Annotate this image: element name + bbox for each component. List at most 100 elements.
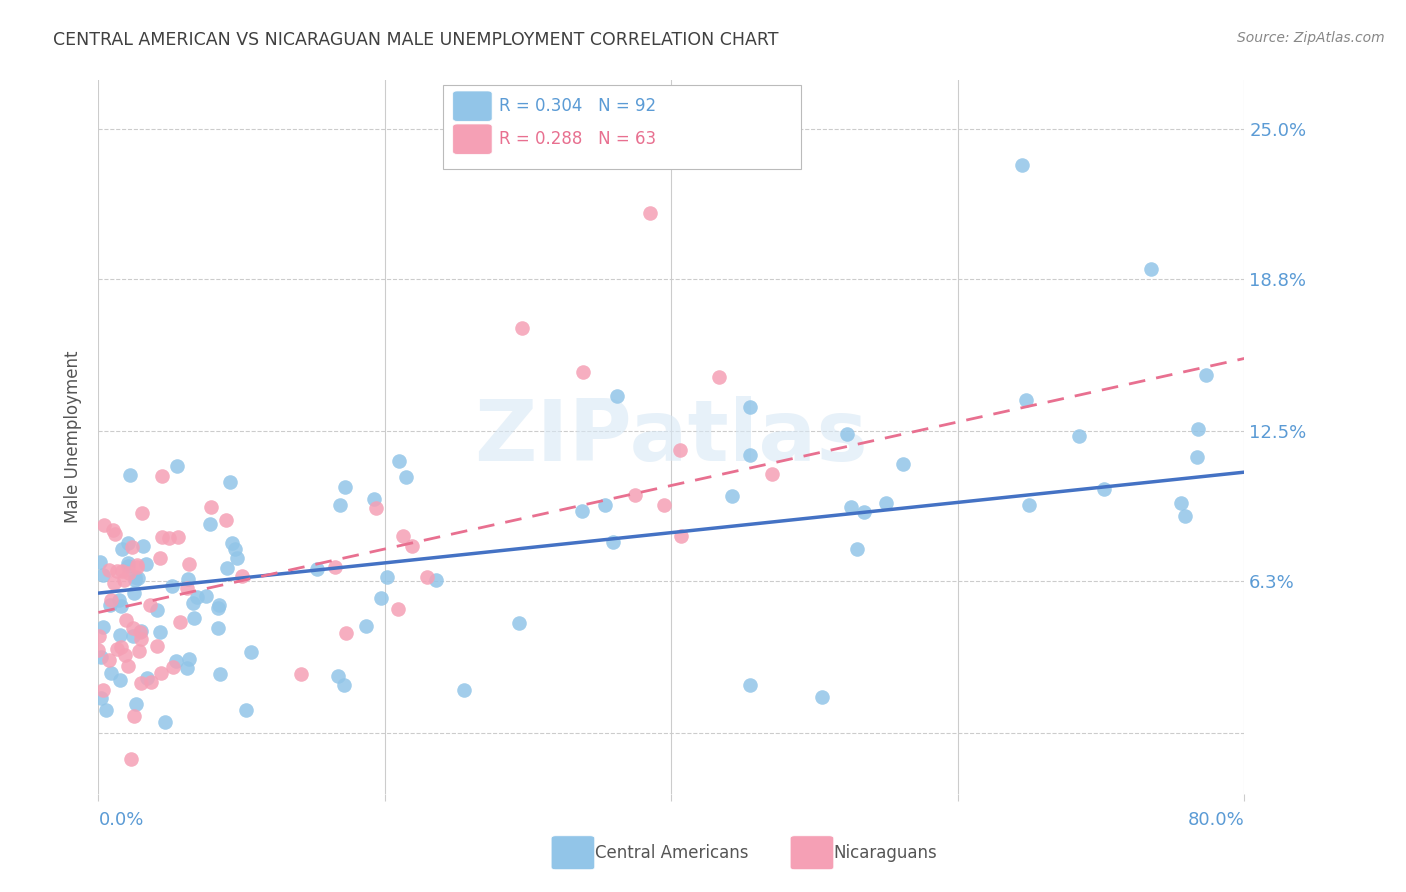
Point: [853, 504, 876, 518]
Text: CENTRAL AMERICAN VS NICARAGUAN MALE UNEMPLOYMENT CORRELATION CHART: CENTRAL AMERICAN VS NICARAGUAN MALE UNEM…: [53, 31, 779, 49]
Point: [115, 613, 138, 627]
Point: [195, 589, 218, 603]
Point: [721, 489, 744, 503]
Point: [146, 603, 169, 617]
Point: [572, 365, 595, 379]
Point: [129, 624, 152, 639]
Point: [90, 650, 112, 665]
Point: [87, 629, 110, 643]
Point: [208, 598, 231, 612]
Point: [425, 573, 447, 587]
Point: [105, 642, 128, 657]
Point: [290, 667, 312, 681]
Point: [91, 567, 114, 582]
Point: [100, 593, 122, 607]
Point: [122, 709, 145, 723]
Point: [110, 673, 132, 687]
Point: [135, 671, 157, 685]
Point: [150, 665, 173, 680]
Point: [186, 590, 208, 604]
Point: [162, 660, 184, 674]
Point: [305, 562, 328, 576]
Point: [740, 400, 762, 414]
Point: [810, 690, 832, 705]
Point: [125, 698, 148, 712]
Point: [370, 591, 392, 605]
Point: [118, 468, 141, 483]
Point: [117, 556, 139, 570]
Point: [623, 488, 645, 502]
Point: [117, 558, 139, 573]
Point: [114, 648, 136, 663]
Point: [122, 586, 145, 600]
Point: [453, 682, 475, 697]
Point: [166, 458, 188, 473]
Point: [166, 530, 188, 544]
Point: [593, 498, 616, 512]
Point: [638, 206, 661, 220]
Text: Central Americans: Central Americans: [595, 844, 748, 862]
Point: [219, 475, 242, 489]
Point: [127, 558, 149, 573]
Point: [235, 703, 257, 717]
Point: [159, 531, 181, 545]
Point: [1069, 429, 1091, 443]
Point: [1015, 392, 1038, 407]
Text: ZIPatlas: ZIPatlas: [474, 395, 869, 479]
Point: [91, 683, 114, 698]
Y-axis label: Male Unemployment: Male Unemployment: [65, 351, 83, 524]
Point: [375, 570, 398, 584]
Point: [98, 653, 121, 667]
Point: [891, 458, 914, 472]
Text: Nicaraguans: Nicaraguans: [834, 844, 938, 862]
Point: [149, 625, 172, 640]
Point: [333, 480, 356, 494]
Point: [1140, 262, 1163, 277]
Point: [101, 524, 124, 538]
Point: [839, 500, 862, 514]
Point: [335, 626, 357, 640]
Point: [215, 513, 238, 527]
Point: [131, 506, 153, 520]
Point: [364, 501, 387, 516]
Point: [132, 539, 155, 553]
Point: [416, 570, 439, 584]
Point: [121, 540, 143, 554]
Point: [150, 469, 173, 483]
Point: [87, 642, 110, 657]
Point: [207, 600, 229, 615]
Point: [181, 596, 204, 610]
Point: [105, 564, 128, 578]
Point: [111, 564, 134, 578]
Point: [98, 598, 121, 612]
Text: R = 0.288   N = 63: R = 0.288 N = 63: [499, 130, 657, 148]
Point: [392, 528, 415, 542]
Point: [240, 645, 263, 659]
Point: [124, 573, 146, 587]
Point: [128, 644, 150, 658]
Point: [332, 678, 354, 692]
Point: [138, 599, 160, 613]
Point: [707, 370, 730, 384]
Point: [1187, 450, 1209, 464]
Point: [177, 572, 200, 586]
Point: [127, 571, 149, 585]
Point: [117, 659, 139, 673]
Text: R = 0.304   N = 92: R = 0.304 N = 92: [499, 97, 657, 115]
Point: [668, 442, 690, 457]
Point: [221, 536, 243, 550]
Point: [90, 691, 112, 706]
Point: [183, 611, 205, 625]
Point: [111, 541, 134, 556]
Point: [176, 581, 198, 595]
Point: [761, 467, 783, 482]
Point: [124, 570, 146, 584]
Point: [207, 621, 229, 635]
Point: [845, 541, 868, 556]
Point: [110, 640, 132, 654]
Point: [122, 621, 145, 635]
Point: [129, 624, 152, 639]
Point: [875, 496, 897, 510]
Point: [740, 449, 762, 463]
Point: [395, 469, 418, 483]
